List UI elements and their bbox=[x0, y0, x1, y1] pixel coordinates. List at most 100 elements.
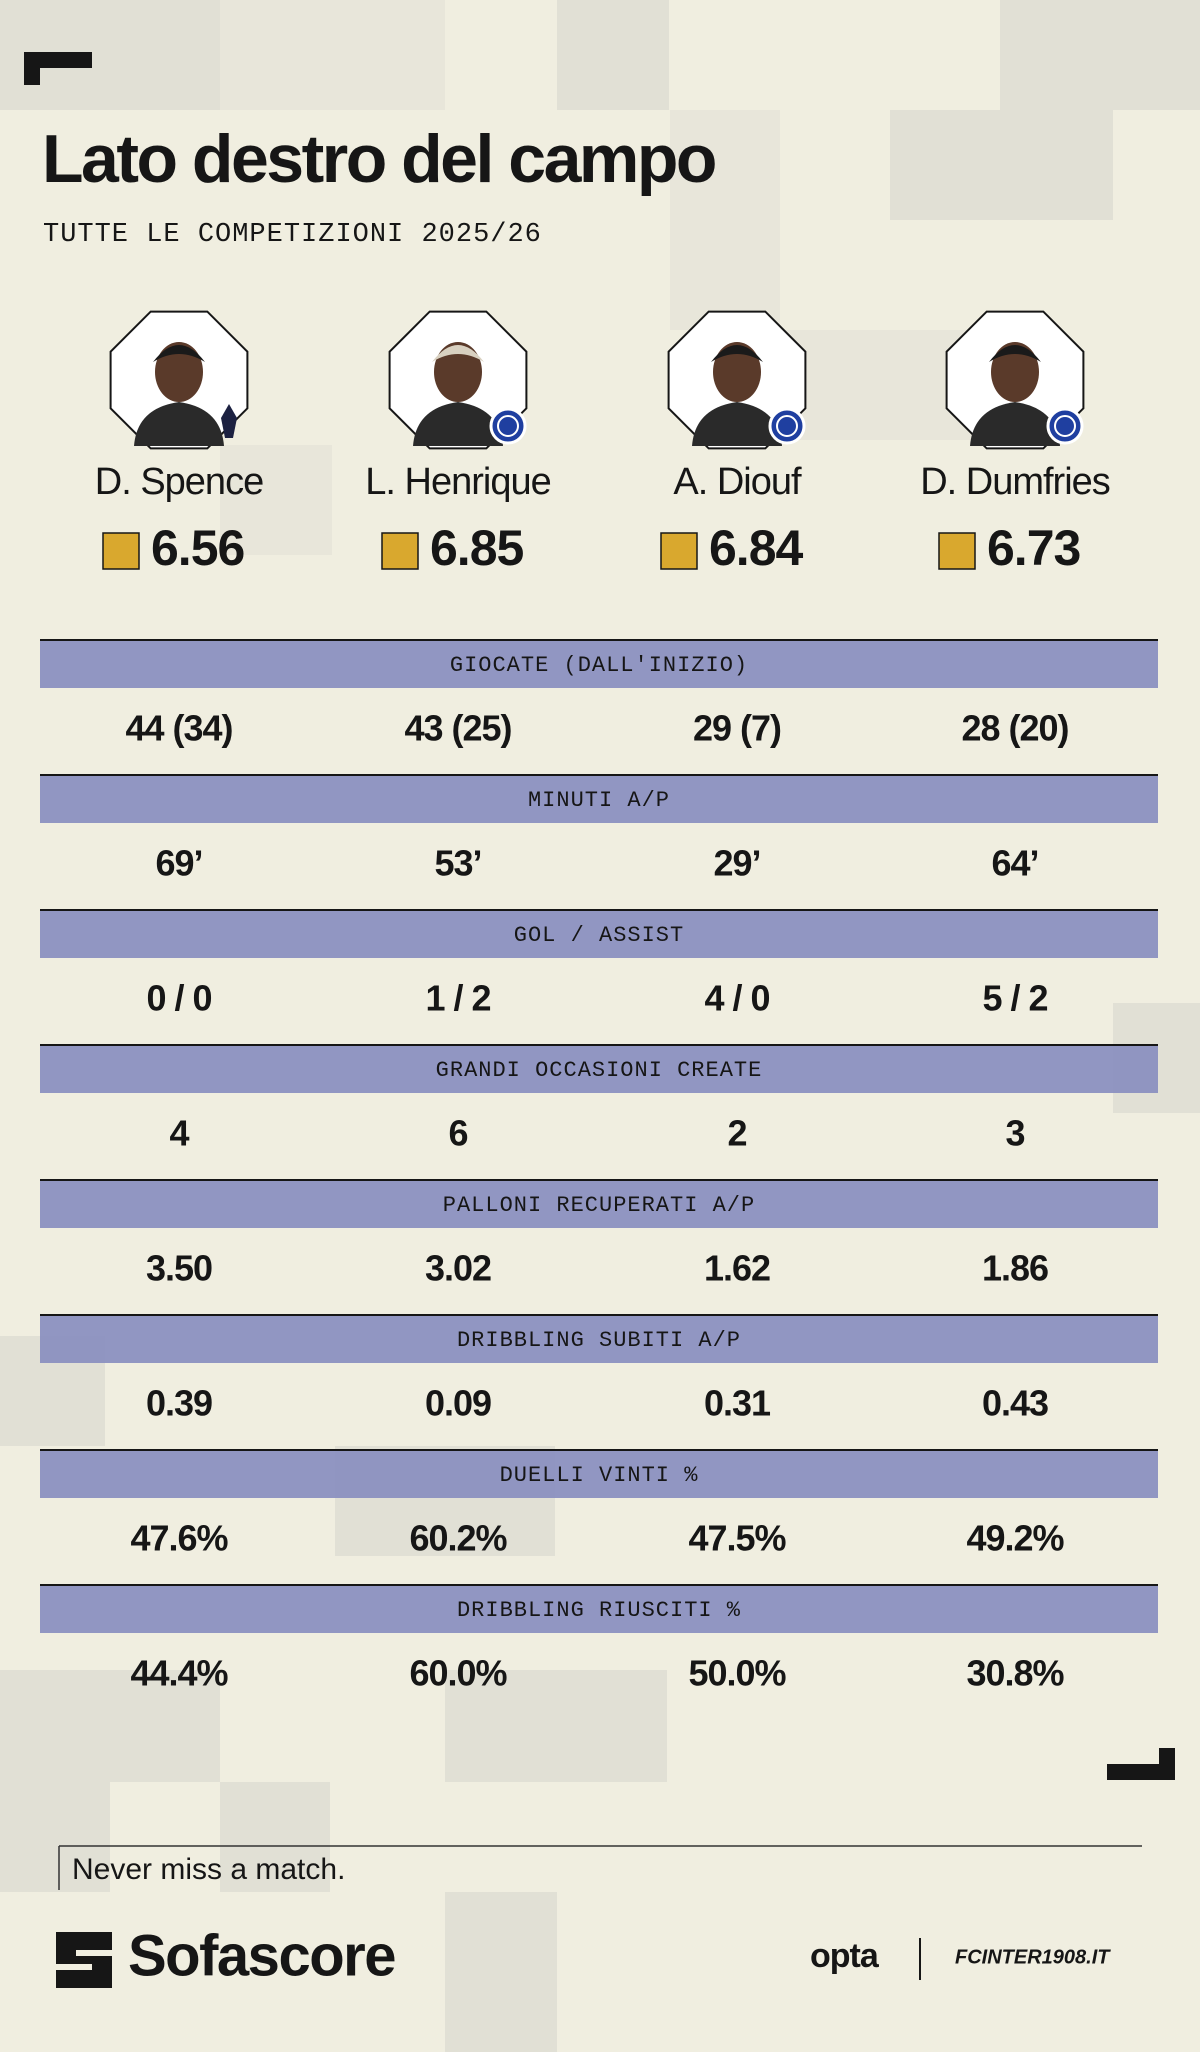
stat-row: DRIBBLING RIUSCITI % 44.4% 60.0% 50.0% 30.8% bbox=[40, 1584, 1158, 1694]
stat-value: 43 (25) bbox=[404, 708, 511, 749]
stat-label: DUELLI VINTI % bbox=[500, 1463, 699, 1488]
avatar bbox=[692, 402, 782, 446]
avatar bbox=[989, 345, 1041, 362]
corner-mark bbox=[24, 52, 92, 85]
avatar bbox=[134, 402, 224, 446]
avatar bbox=[153, 345, 205, 362]
rating-icon bbox=[938, 532, 976, 570]
subtitle: TUTTE LE COMPETIZIONI 2025/26 bbox=[43, 220, 542, 250]
stat-row: DUELLI VINTI % 47.6% 60.2% 47.5% 49.2% bbox=[40, 1449, 1158, 1559]
stat-value: 5 / 2 bbox=[982, 978, 1047, 1019]
stat-value: 44.4% bbox=[130, 1653, 228, 1694]
stat-value: 60.2% bbox=[409, 1518, 507, 1559]
player-rating: 6.84 bbox=[709, 520, 804, 576]
avatar bbox=[413, 402, 503, 446]
avatar bbox=[711, 345, 763, 362]
stat-label: GIOCATE (DALL'INIZIO) bbox=[450, 653, 748, 678]
rating-icon bbox=[660, 532, 698, 570]
stat-value: 29 (7) bbox=[693, 708, 781, 749]
stat-value: 3.50 bbox=[146, 1248, 212, 1289]
stat-label: GOL / ASSIST bbox=[514, 923, 684, 948]
team-badge bbox=[1054, 415, 1076, 437]
team-badge bbox=[1046, 407, 1084, 445]
player-name: D. Spence bbox=[95, 461, 263, 503]
player: L. Henrique 6.85 bbox=[365, 310, 552, 576]
rating-icon bbox=[102, 532, 140, 570]
stat-value: 1.62 bbox=[704, 1248, 770, 1289]
avatar bbox=[991, 342, 1039, 402]
stat-value: 47.6% bbox=[130, 1518, 228, 1559]
stat-band bbox=[40, 1315, 1158, 1363]
brand: Sofascore bbox=[128, 1923, 395, 1988]
stat-row: GRANDI OCCASIONI CREATE 4 6 2 3 bbox=[40, 1044, 1158, 1154]
rating-icon bbox=[381, 532, 419, 570]
corner-mark bbox=[1107, 1748, 1175, 1780]
stat-value: 0.09 bbox=[425, 1383, 491, 1424]
player-name: A. Diouf bbox=[673, 461, 802, 503]
avatar bbox=[155, 342, 203, 402]
team-badge bbox=[489, 407, 527, 445]
stat-label: DRIBBLING SUBITI A/P bbox=[457, 1328, 741, 1353]
players: D. Spence 6.56 L. Henrique 6.85 A. Diouf 6.84… bbox=[95, 310, 1111, 576]
stat-value: 4 bbox=[169, 1113, 189, 1154]
stat-value: 4 / 0 bbox=[704, 978, 769, 1019]
partner: FCINTER1908.IT bbox=[955, 1946, 1111, 1968]
stat-value: 30.8% bbox=[966, 1653, 1064, 1694]
stat-value: 1 / 2 bbox=[425, 978, 490, 1019]
stat-value: 47.5% bbox=[688, 1518, 786, 1559]
stat-value: 53’ bbox=[434, 843, 481, 884]
stat-label: GRANDI OCCASIONI CREATE bbox=[436, 1058, 763, 1083]
avatar bbox=[432, 345, 484, 362]
stat-value: 29’ bbox=[713, 843, 760, 884]
player: D. Spence 6.56 bbox=[95, 310, 264, 576]
sofascore-logo bbox=[56, 1932, 112, 1988]
stat-row: MINUTI A/P 69’ 53’ 29’ 64’ bbox=[40, 774, 1158, 884]
stat-value: 0.31 bbox=[704, 1383, 771, 1424]
stat-value: 64’ bbox=[991, 843, 1038, 884]
player-rating: 6.85 bbox=[430, 520, 524, 576]
stat-value: 49.2% bbox=[966, 1518, 1064, 1559]
stat-row: DRIBBLING SUBITI A/P 0.39 0.09 0.31 0.43 bbox=[40, 1314, 1158, 1424]
tagline: Never miss a match. bbox=[72, 1853, 345, 1886]
avatar bbox=[970, 402, 1060, 446]
avatar bbox=[434, 342, 482, 402]
stat-row: GOL / ASSIST 0 / 0 1 / 2 4 / 0 5 / 2 bbox=[40, 909, 1158, 1019]
team-badge bbox=[497, 415, 519, 437]
stats-table: GIOCATE (DALL'INIZIO) 44 (34) 43 (25) 29 (7… bbox=[40, 639, 1158, 1694]
player-name: L. Henrique bbox=[365, 461, 550, 503]
player: D. Dumfries 6.73 bbox=[920, 310, 1111, 576]
player-rating: 6.73 bbox=[987, 520, 1080, 576]
stat-value: 0.43 bbox=[982, 1383, 1048, 1424]
stat-band bbox=[40, 1585, 1158, 1633]
stat-value: 3 bbox=[1005, 1113, 1024, 1154]
stat-label: MINUTI A/P bbox=[528, 788, 670, 813]
player-rating: 6.56 bbox=[151, 520, 244, 576]
stat-band bbox=[40, 1450, 1158, 1498]
title: Lato destro del campo bbox=[42, 121, 715, 197]
team-badge bbox=[221, 404, 237, 438]
stat-value: 0.39 bbox=[146, 1383, 212, 1424]
stat-value: 6 bbox=[448, 1113, 467, 1154]
stat-value: 28 (20) bbox=[961, 708, 1068, 749]
stat-label: PALLONI RECUPERATI A/P bbox=[443, 1193, 755, 1218]
stat-value: 60.0% bbox=[409, 1653, 507, 1694]
avatar bbox=[713, 342, 761, 402]
stat-band bbox=[40, 640, 1158, 688]
player: A. Diouf 6.84 bbox=[660, 310, 807, 576]
stat-value: 69’ bbox=[155, 843, 202, 884]
stat-band bbox=[40, 1045, 1158, 1093]
player-name: D. Dumfries bbox=[920, 461, 1110, 503]
stat-band bbox=[40, 1180, 1158, 1228]
stat-value: 50.0% bbox=[688, 1653, 786, 1694]
stat-label: DRIBBLING RIUSCITI % bbox=[457, 1598, 741, 1623]
team-badge bbox=[776, 415, 798, 437]
stat-value: 1.86 bbox=[982, 1248, 1048, 1289]
partner: opta bbox=[810, 1937, 880, 1975]
stat-band bbox=[40, 910, 1158, 958]
stat-value: 0 / 0 bbox=[146, 978, 211, 1019]
stat-value: 44 (34) bbox=[125, 708, 232, 749]
team-badge bbox=[768, 407, 806, 445]
stat-row: GIOCATE (DALL'INIZIO) 44 (34) 43 (25) 29 (7… bbox=[40, 639, 1158, 749]
